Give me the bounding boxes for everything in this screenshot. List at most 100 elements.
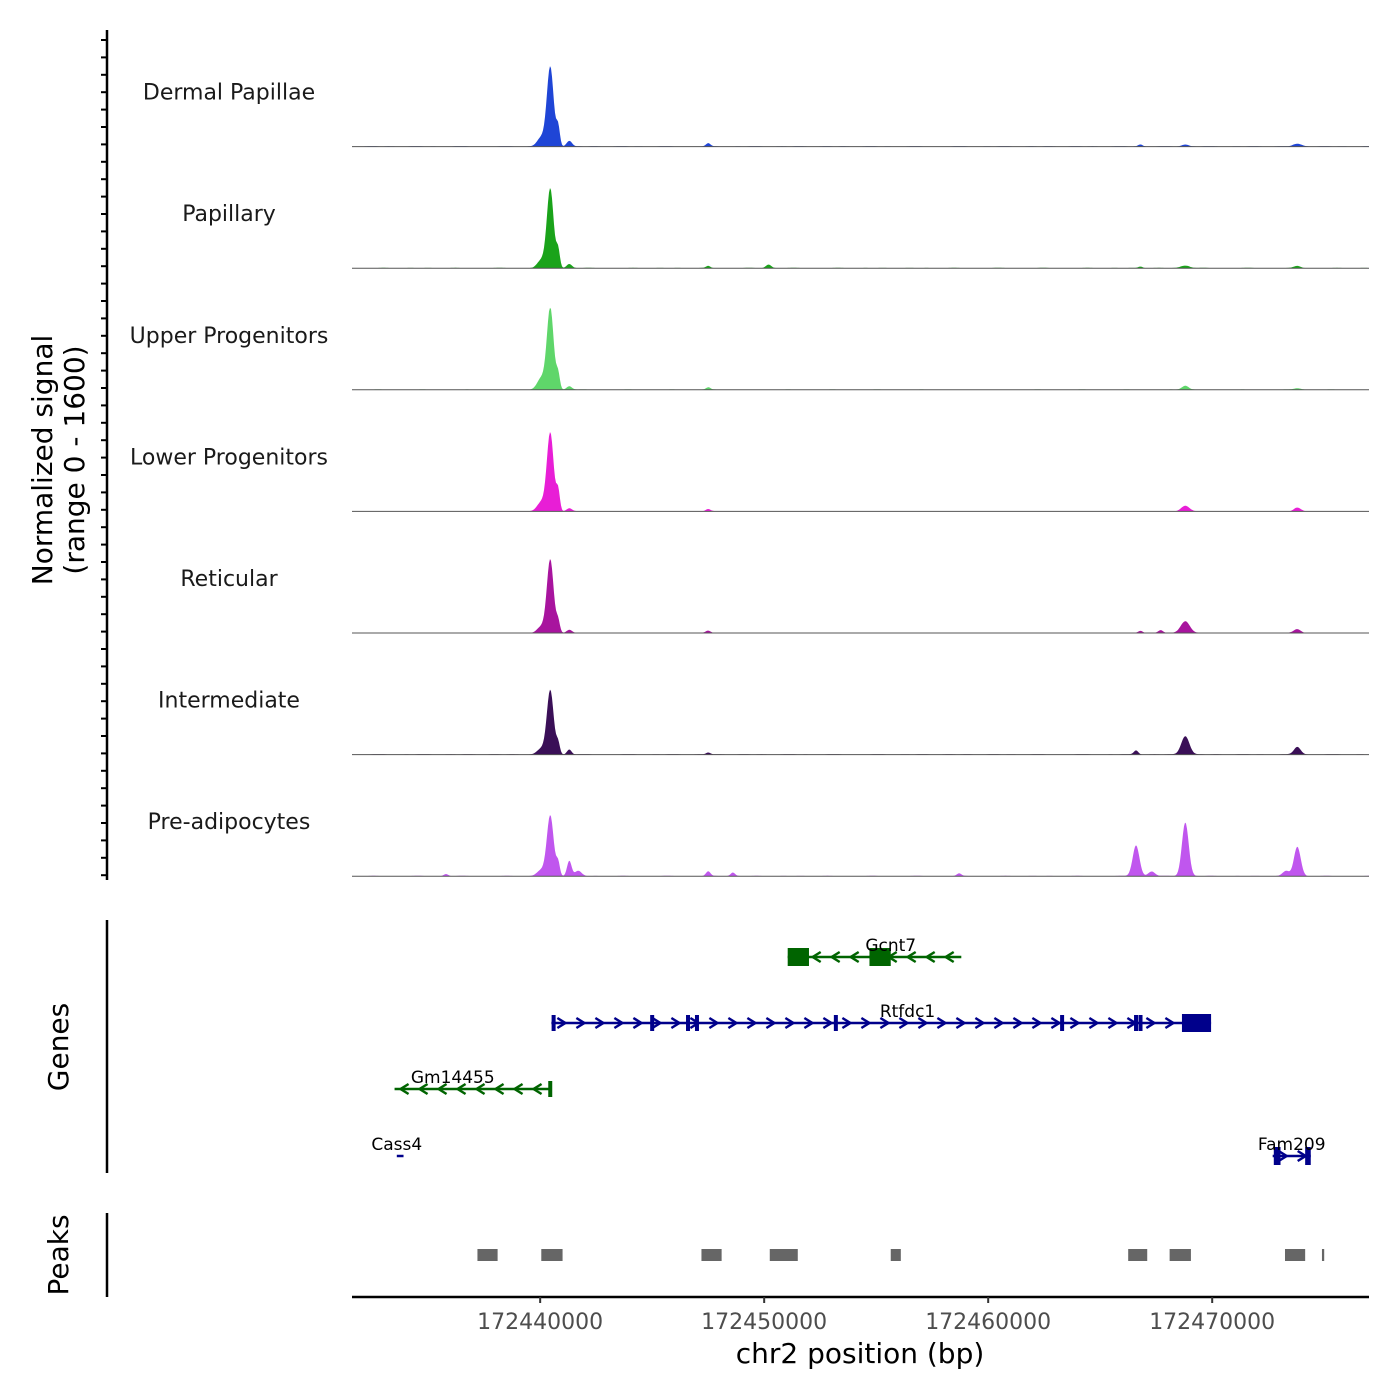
peak-regions [477,1249,1325,1261]
coverage-area [352,815,1369,877]
x-axis: 172440000 172450000 172460000 172470000 chr… [352,1295,1369,1370]
strand-chevron [398,1082,410,1096]
genes-axis-title: Genes [42,1003,75,1091]
track-label: Dermal Papillae [143,81,315,106]
gene-label: Fam209 [1258,1135,1326,1155]
strand-chevron [993,1016,1005,1030]
gene-exon [694,1015,699,1031]
coverage-panel: Normalized signal (range 0 - 1600) Derma… [26,30,1369,880]
peak-region [890,1249,901,1261]
gene-label: Rtfdc1 [880,1002,935,1022]
strand-chevron [1278,1149,1290,1163]
strand-chevron [556,1016,568,1030]
strand-chevron [1050,1016,1062,1030]
peak-region [1321,1249,1325,1261]
peak-region [1128,1249,1148,1261]
gene-model: Rtfdc1 [551,1002,1212,1032]
gene-exon [650,1015,655,1031]
gene-exon [686,1015,691,1031]
coverage-area [352,432,1369,512]
coverage-area [352,66,1369,147]
strand-chevron [455,1082,467,1096]
coverage-y-axis-subtitle: (range 0 - 1600) [58,345,91,574]
strand-chevron [493,1082,505,1096]
strand-chevron [670,1016,682,1030]
gene-model: Gcnt7 [787,936,962,966]
strand-chevron [575,1016,587,1030]
gene-exon [1060,1015,1065,1031]
strand-chevron [632,1016,644,1030]
strand-chevron [822,1016,834,1030]
coverage-area [352,559,1369,633]
strand-chevron [810,950,822,964]
strand-chevron [974,1016,986,1030]
strand-chevron [613,1016,625,1030]
strand-chevron [727,1016,739,1030]
strand-chevron [905,950,917,964]
x-axis-tick-label: 172450000 [701,1310,827,1335]
coverage-track: Pre-adipocytes [148,810,1369,877]
strand-chevron [651,1016,663,1030]
coverage-track: Intermediate [158,689,1369,756]
strand-chevron [841,1016,853,1030]
strand-chevron [474,1082,486,1096]
strand-chevron [848,950,860,964]
strand-chevron [898,1016,910,1030]
strand-chevron [531,1082,543,1096]
x-axis-ticks: 172440000 172450000 172460000 172470000 [477,1297,1275,1335]
gene-model: Gm14455 [394,1068,553,1097]
track-label: Pre-adipocytes [148,810,311,835]
genes-panel: Genes Gcnt7 Rtfdc1 Gm14455 Cass4 Fam209 [42,920,1326,1173]
x-axis-title: chr2 position (bp) [736,1337,985,1370]
gene-exon [787,948,809,966]
strand-chevron [512,1082,524,1096]
strand-chevron [594,1016,606,1030]
track-label: Reticular [180,567,278,592]
peak-region [1284,1249,1306,1261]
strand-chevron [1069,1016,1081,1030]
strand-chevron [1088,1016,1100,1030]
coverage-track: Reticular [180,559,1369,634]
peak-region [477,1249,498,1261]
gene-exon [548,1081,553,1097]
strand-chevron [1145,1016,1157,1030]
strand-chevron [955,1016,967,1030]
gene-models: Gcnt7 Rtfdc1 Gm14455 Cass4 Fam209 [371,936,1326,1165]
strand-chevron [765,1016,777,1030]
strand-chevron [1107,1016,1119,1030]
gene-exon [1181,1014,1212,1032]
track-label: Intermediate [158,689,300,714]
coverage-track: Dermal Papillae [143,66,1369,148]
strand-chevron [1031,1016,1043,1030]
coverage-track: Upper Progenitors [130,307,1369,391]
coverage-y-axis-title: Normalized signal [26,335,59,586]
x-axis-tick-label: 172470000 [1149,1310,1275,1335]
gene-label: Cass4 [371,1135,422,1155]
track-label: Lower Progenitors [130,445,328,470]
coverage-area [352,307,1369,390]
peak-region [541,1249,563,1261]
coverage-area [352,188,1369,269]
coverage-y-axis [101,30,109,880]
strand-chevron [1164,1016,1176,1030]
coverage-tracks: Dermal Papillae Papillary Upper Progenitor… [130,66,1369,877]
strand-chevron [879,1016,891,1030]
gene-label: Gm14455 [411,1068,495,1088]
peak-region [769,1249,798,1261]
peak-region [701,1249,722,1261]
peaks-axis-title: Peaks [42,1214,75,1295]
gene-exon [1305,1147,1311,1165]
coverage-area [352,689,1369,755]
strand-chevron [943,950,955,964]
strand-chevron [436,1082,448,1096]
gene-model: Cass4 [371,1135,422,1158]
x-axis-tick-label: 172460000 [925,1310,1051,1335]
strand-chevron [924,950,936,964]
strand-chevron [917,1016,929,1030]
track-label: Upper Progenitors [130,324,329,349]
gene-exon [869,948,891,966]
strand-chevron [860,1016,872,1030]
gene-exon [1134,1015,1139,1031]
strand-chevron [803,1016,815,1030]
